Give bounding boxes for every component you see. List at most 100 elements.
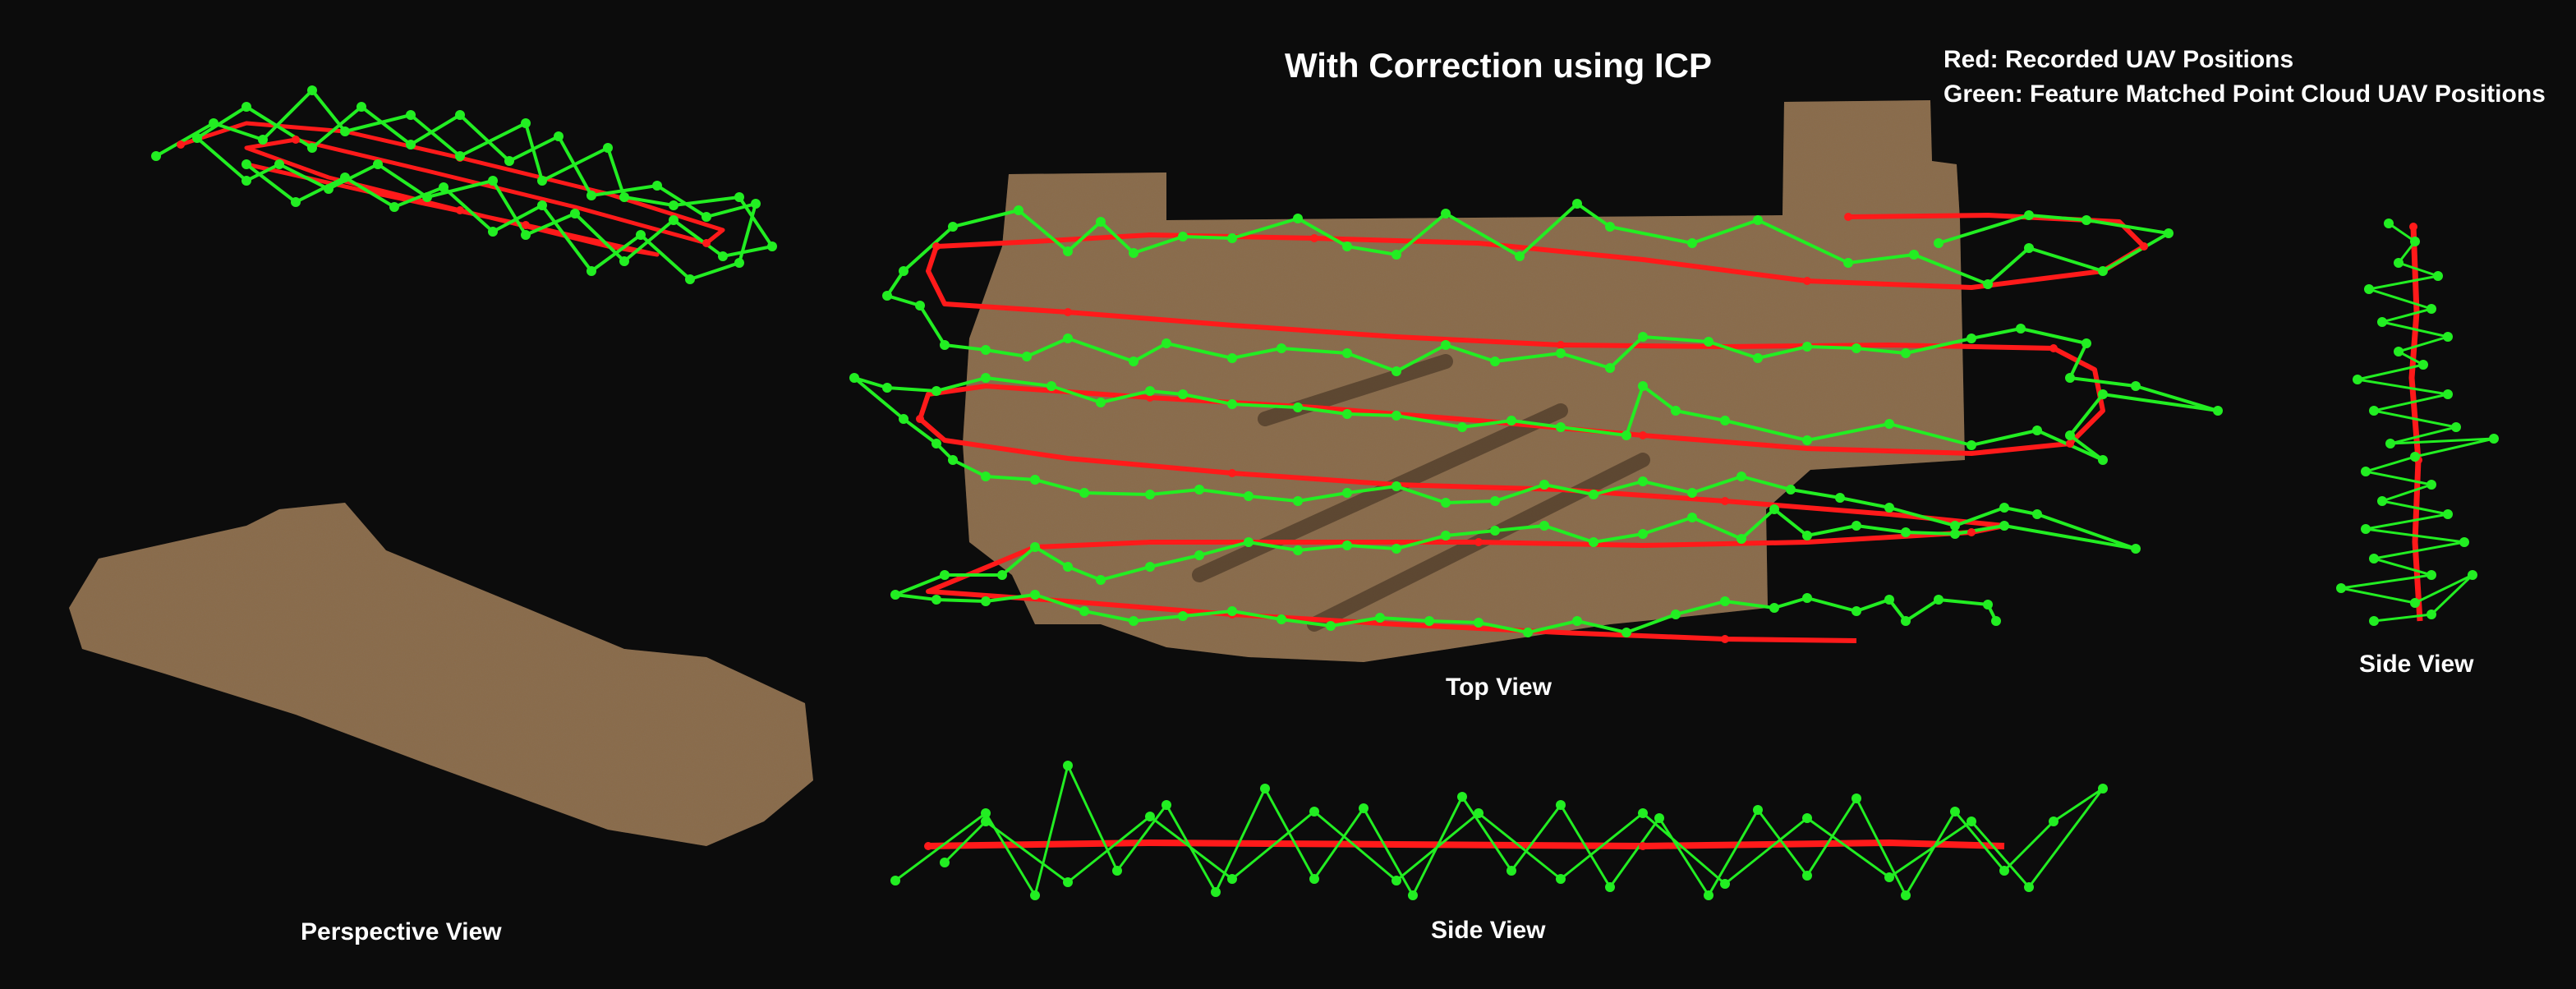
- top-view-matched-point: [1934, 595, 1944, 605]
- right-side-view-matched-point: [2377, 317, 2387, 327]
- bottom-side-view-matched-point: [1359, 803, 1368, 813]
- top-view-matched-point: [2065, 430, 2075, 440]
- top-view-matched-point: [1638, 529, 1648, 539]
- top-view-matched-point: [1589, 537, 1598, 547]
- top-view-matched-point: [1736, 472, 1746, 481]
- perspective-view-matched-point: [521, 118, 531, 128]
- perspective-view-matched-point: [242, 176, 251, 186]
- perspective-view-matched-point: [685, 274, 695, 284]
- right-side-view-matched-point: [2459, 537, 2469, 547]
- perspective-view-matched-point: [652, 181, 662, 191]
- top-view-matched-point: [1884, 595, 1894, 605]
- right-side-view-matched-point: [2443, 389, 2453, 399]
- bottom-side-view-matched-point: [1966, 816, 1976, 826]
- top-view-matched-point: [1753, 353, 1763, 363]
- top-view-matched-point: [1392, 250, 1401, 260]
- perspective-view-matched-point: [455, 110, 465, 120]
- top-view-matched-point: [1605, 363, 1615, 373]
- right-side-view-matched-point: [2426, 610, 2436, 619]
- perspective-view-matched-point: [324, 184, 334, 194]
- bottom-side-view-matched-point: [1638, 808, 1648, 818]
- top-view-matched-point: [1983, 600, 1993, 610]
- top-view-matched-point: [1966, 440, 1976, 450]
- right-side-view-matched-point: [2369, 406, 2379, 416]
- top-view-recorded-point: [1967, 528, 1976, 536]
- top-view-matched-point: [1852, 606, 1861, 616]
- top-view-matched-point: [1490, 496, 1500, 506]
- perspective-view-matched-point: [258, 135, 268, 145]
- top-view-matched-point: [1022, 352, 1032, 361]
- top-view-matched-point: [1276, 614, 1286, 624]
- top-view-matched-point: [1999, 521, 2009, 531]
- top-view-matched-point: [2082, 215, 2091, 225]
- top-view-matched-point: [1342, 488, 1352, 498]
- perspective-view-matched-point: [242, 159, 251, 169]
- top-view-matched-point: [882, 383, 892, 393]
- top-view-matched-point: [1901, 348, 1911, 358]
- top-view-matched-point: [2098, 389, 2108, 399]
- perspective-view-matched-point: [734, 192, 744, 202]
- right-side-view-matched-point: [2364, 284, 2374, 294]
- top-view-matched-point: [1802, 342, 1812, 352]
- right-side-view-matched-point: [2385, 439, 2395, 448]
- right-side-view-matched-point: [2394, 258, 2404, 268]
- top-view-matched-point: [1736, 534, 1746, 544]
- perspective-view-matched-point: [586, 191, 596, 200]
- top-view-matched-point: [1276, 343, 1286, 353]
- perspective-view-recorded-path: [180, 121, 725, 257]
- top-view-matched-point: [981, 373, 991, 383]
- top-view-matched-point: [899, 266, 908, 276]
- right-side-view-matched-point: [2353, 375, 2362, 384]
- bottom-side-view-matched-point: [1145, 812, 1155, 821]
- top-view-matched-point: [1572, 616, 1582, 626]
- top-view-matched-point: [1227, 233, 1237, 243]
- top-view-matched-point: [1671, 406, 1681, 416]
- top-view-matched-point: [997, 570, 1007, 580]
- bottom-side-view-matched-point: [2098, 784, 2108, 794]
- top-view-matched-point: [981, 472, 991, 481]
- perspective-view-matched-point: [603, 143, 613, 153]
- perspective-view-matched-point: [554, 131, 564, 141]
- top-view-matched-point: [1539, 480, 1549, 490]
- top-view-matched-point: [1843, 258, 1853, 268]
- perspective-view-matched-point: [192, 133, 202, 143]
- top-view-matched-point: [1490, 526, 1500, 536]
- bottom-side-view-matched-point: [981, 816, 991, 826]
- bottom-side-view-panel: [890, 761, 2108, 900]
- top-view-matched-point: [1572, 199, 1582, 209]
- right-side-view-matched-point: [2443, 332, 2453, 342]
- bottom-side-view-matched-point: [1884, 872, 1894, 882]
- perspective-view-recorded-point: [177, 140, 185, 149]
- top-view-matched-point: [2098, 266, 2108, 276]
- top-view-matched-point: [1966, 334, 1976, 343]
- bottom-side-view-matched-point: [1309, 874, 1319, 884]
- top-view-matched-point: [1441, 209, 1451, 218]
- top-view-matched-point: [915, 301, 925, 310]
- perspective-view-matched-point: [389, 202, 399, 212]
- top-view-matched-point: [1129, 356, 1138, 366]
- right-side-view-recorded-path: [2408, 226, 2423, 622]
- top-view-matched-point: [1901, 527, 1911, 537]
- perspective-view-matched-point: [570, 209, 580, 218]
- top-view-matched-point: [1506, 416, 1516, 426]
- top-view-matched-path: [853, 202, 2220, 634]
- top-view-matched-point: [2164, 228, 2174, 238]
- top-view-recorded-point: [932, 242, 941, 251]
- right-side-view-panel: [2336, 218, 2499, 626]
- bottom-side-view-matched-point: [1605, 882, 1615, 892]
- top-view-matched-point: [1342, 242, 1352, 251]
- top-view-matched-point: [1178, 611, 1188, 621]
- top-view-matched-point: [1983, 279, 1993, 289]
- bottom-side-view-matched-point: [1506, 866, 1516, 876]
- top-view-matched-point: [1129, 616, 1138, 626]
- top-view-panel: [849, 100, 2223, 662]
- perspective-view-matched-point: [340, 126, 350, 136]
- bottom-side-view-matched-point: [1556, 800, 1566, 810]
- top-view-matched-point: [1671, 610, 1681, 619]
- right-side-view-recorded-point: [2409, 223, 2417, 231]
- top-view-matched-point: [2016, 324, 2026, 334]
- perspective-view-matched-point: [209, 118, 218, 128]
- top-view-matched-point: [1589, 490, 1598, 499]
- right-side-view-matched-point: [2369, 554, 2379, 564]
